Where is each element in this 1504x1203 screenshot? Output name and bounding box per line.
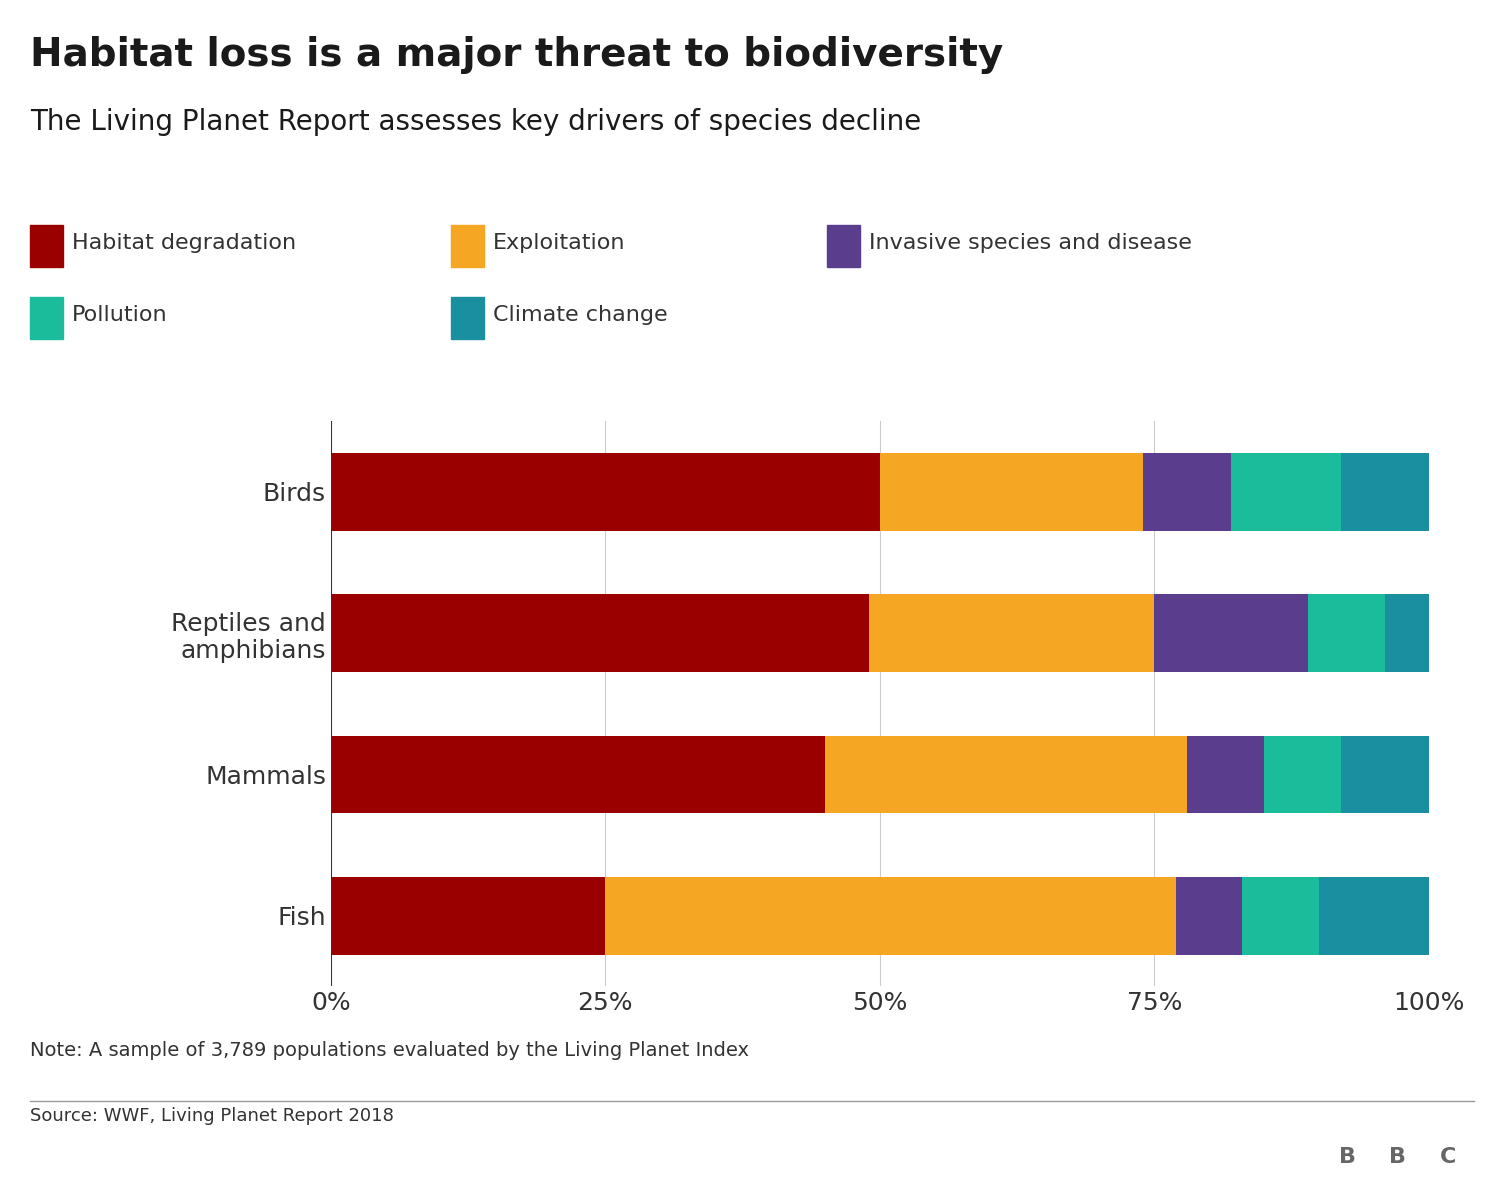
Text: B: B [1339, 1146, 1355, 1167]
Bar [1342, 452, 1429, 531]
Bar [880, 452, 1143, 531]
Bar [1385, 594, 1429, 672]
Bar [1232, 452, 1342, 531]
Bar [331, 452, 880, 531]
Bar [1187, 735, 1263, 813]
Bar [1176, 877, 1242, 955]
Bar [1155, 594, 1308, 672]
Text: Habitat degradation: Habitat degradation [72, 233, 296, 253]
Bar [331, 735, 824, 813]
Bar [1426, 1128, 1469, 1187]
Bar [1327, 1128, 1369, 1187]
Text: B: B [1390, 1146, 1406, 1167]
Bar [331, 594, 869, 672]
Text: Note: A sample of 3,789 populations evaluated by the Living Planet Index: Note: A sample of 3,789 populations eval… [30, 1041, 749, 1060]
Bar [1242, 877, 1319, 955]
Text: The Living Planet Report assesses key drivers of species decline: The Living Planet Report assesses key dr… [30, 108, 922, 136]
Bar [824, 735, 1187, 813]
Text: C: C [1439, 1146, 1456, 1167]
Text: Pollution: Pollution [72, 306, 168, 325]
Bar [869, 594, 1155, 672]
Bar [1342, 735, 1429, 813]
Bar [1319, 877, 1429, 955]
Bar [1143, 452, 1232, 531]
Bar [605, 877, 1176, 955]
Text: Source: WWF, Living Planet Report 2018: Source: WWF, Living Planet Report 2018 [30, 1107, 394, 1125]
Bar [1263, 735, 1342, 813]
Bar [1376, 1128, 1418, 1187]
Text: Invasive species and disease: Invasive species and disease [869, 233, 1193, 253]
Text: Habitat loss is a major threat to biodiversity: Habitat loss is a major threat to biodiv… [30, 36, 1003, 75]
Bar [1308, 594, 1385, 672]
Text: Climate change: Climate change [493, 306, 668, 325]
Bar [331, 877, 605, 955]
Text: Exploitation: Exploitation [493, 233, 626, 253]
